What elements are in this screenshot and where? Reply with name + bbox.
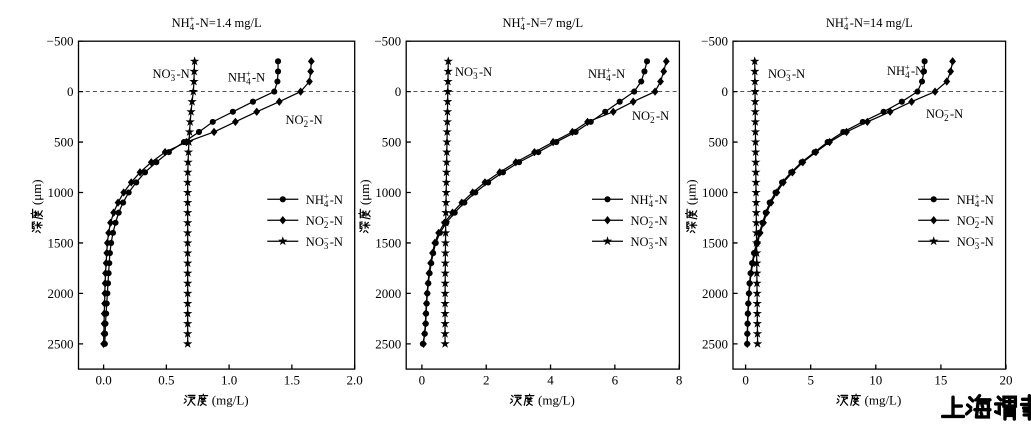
svg-text:NO2−-N: NO2−-N <box>286 111 323 129</box>
svg-text:NO3−-N: NO3−-N <box>631 233 668 251</box>
svg-text:0: 0 <box>742 372 749 387</box>
svg-text:NO2−-N: NO2−-N <box>632 107 669 125</box>
svg-text:1000: 1000 <box>375 185 401 200</box>
svg-text:NH4+-N: NH4+-N <box>306 191 343 209</box>
svg-text:0: 0 <box>67 84 74 99</box>
svg-text:NH4+-N=7 mg/L: NH4+-N=7 mg/L <box>502 14 583 32</box>
svg-text:4: 4 <box>547 372 554 387</box>
svg-text:NO3−-N: NO3−-N <box>768 65 805 83</box>
svg-text:NH4+-N: NH4+-N <box>957 191 994 209</box>
svg-text:(mg/L): (mg/L) <box>212 392 249 407</box>
svg-text:0.0: 0.0 <box>95 372 111 387</box>
svg-text:0: 0 <box>395 84 402 99</box>
svg-text:(μm): (μm) <box>357 179 372 205</box>
svg-text:2000: 2000 <box>375 286 401 301</box>
svg-text:1500: 1500 <box>375 235 401 250</box>
svg-text:NH4+-N=14 mg/L: NH4+-N=14 mg/L <box>826 14 913 32</box>
svg-text:500: 500 <box>54 134 74 149</box>
svg-text:NO2−-N: NO2−-N <box>631 212 668 230</box>
svg-text:NO2−-N: NO2−-N <box>957 212 994 230</box>
svg-text:8: 8 <box>676 372 683 387</box>
svg-text:(μm): (μm) <box>29 179 44 205</box>
svg-text:2500: 2500 <box>48 336 74 351</box>
svg-text:0.5: 0.5 <box>158 372 174 387</box>
svg-text:NO3−-N: NO3−-N <box>306 233 343 251</box>
svg-text:1500: 1500 <box>702 235 728 250</box>
svg-text:NH4+-N: NH4+-N <box>228 69 265 87</box>
svg-text:2.0: 2.0 <box>346 372 362 387</box>
svg-text:NH4+-N: NH4+-N <box>887 62 924 80</box>
svg-text:1.5: 1.5 <box>284 372 300 387</box>
svg-text:NO3−-N: NO3−-N <box>957 233 994 251</box>
svg-text:(μm): (μm) <box>684 179 699 205</box>
svg-text:2: 2 <box>483 372 490 387</box>
svg-text:1.0: 1.0 <box>221 372 237 387</box>
svg-text:1000: 1000 <box>48 185 74 200</box>
svg-text:−500: −500 <box>374 34 401 49</box>
svg-text:1500: 1500 <box>48 235 74 250</box>
svg-text:15: 15 <box>934 372 947 387</box>
svg-text:20: 20 <box>1000 372 1013 387</box>
svg-text:−500: −500 <box>701 34 728 49</box>
svg-text:2500: 2500 <box>375 336 401 351</box>
svg-text:1000: 1000 <box>702 185 728 200</box>
svg-text:−500: −500 <box>47 34 74 49</box>
svg-text:NH4+-N: NH4+-N <box>631 191 668 209</box>
svg-text:NO2−-N: NO2−-N <box>306 212 343 230</box>
svg-text:(mg/L): (mg/L) <box>538 392 575 407</box>
svg-text:NH4+-N: NH4+-N <box>588 65 625 83</box>
svg-text:2000: 2000 <box>702 286 728 301</box>
svg-text:0: 0 <box>722 84 729 99</box>
svg-text:2500: 2500 <box>702 336 728 351</box>
svg-text:NO3−-N: NO3−-N <box>153 65 190 83</box>
svg-text:10: 10 <box>869 372 882 387</box>
svg-text:500: 500 <box>709 134 729 149</box>
svg-text:5: 5 <box>807 372 814 387</box>
svg-text:(mg/L): (mg/L) <box>865 392 902 407</box>
svg-text:500: 500 <box>382 134 402 149</box>
svg-text:NH4+-N=1.4 mg/L: NH4+-N=1.4 mg/L <box>172 14 262 32</box>
svg-text:NO2−-N: NO2−-N <box>926 105 963 123</box>
svg-text:6: 6 <box>612 372 619 387</box>
svg-text:2000: 2000 <box>48 286 74 301</box>
svg-text:NO3−-N: NO3−-N <box>455 63 492 81</box>
svg-text:0: 0 <box>419 372 426 387</box>
